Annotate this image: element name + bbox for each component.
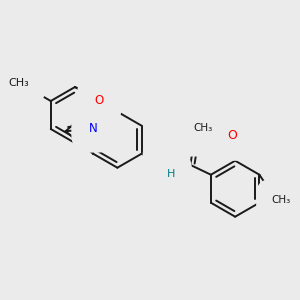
Text: CH₃: CH₃ [272, 195, 291, 205]
Text: N: N [161, 156, 171, 169]
Text: N: N [89, 122, 98, 135]
Text: O: O [94, 94, 104, 107]
Text: CH₃: CH₃ [193, 123, 212, 133]
Text: CH₃: CH₃ [8, 78, 29, 88]
Text: O: O [227, 129, 237, 142]
Text: H: H [167, 169, 175, 179]
Text: O: O [192, 125, 202, 138]
